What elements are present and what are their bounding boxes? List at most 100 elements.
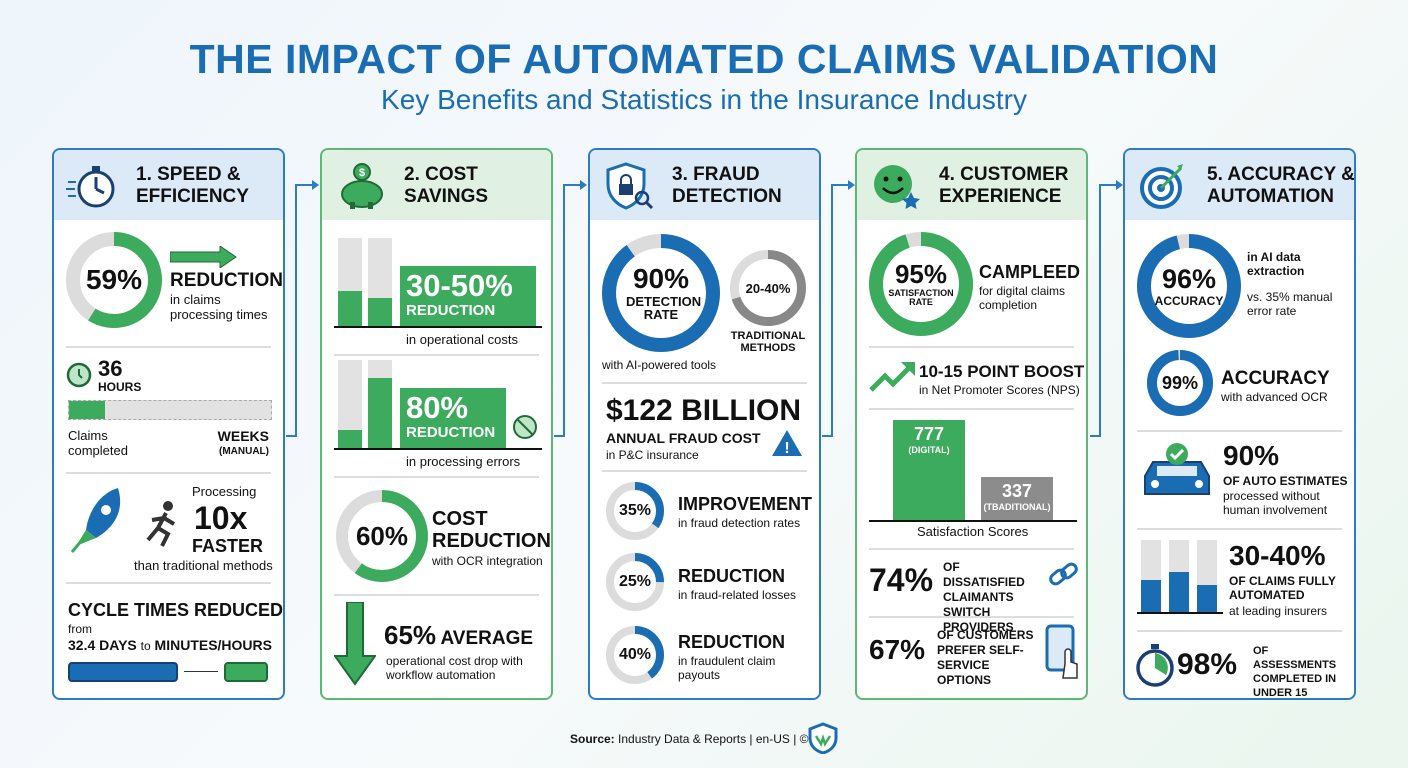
- stat-sub: with OCR integration: [432, 554, 543, 568]
- donut-value: 60%: [355, 521, 409, 551]
- shield-logo-icon: [808, 722, 838, 754]
- ring-title: in AI data extraction: [1247, 250, 1305, 278]
- stat-value: 80%: [406, 390, 469, 425]
- smiley-star-icon: [874, 165, 920, 209]
- donut-track: [606, 626, 664, 684]
- smartphone-tap-icon: [1045, 624, 1078, 679]
- footer-source: Source: Industry Data & Reports | en-US …: [570, 732, 809, 746]
- donut-arc: [606, 482, 664, 540]
- cycle-to: to: [140, 639, 151, 653]
- item-label: IMPROVEMENT: [678, 494, 813, 514]
- claims-value: 30-40%: [1229, 540, 1326, 571]
- nps-title: 10-15 POINT BOOST: [919, 362, 1085, 381]
- ring-sub: with AI-powered tools: [602, 358, 717, 372]
- cycle-days: 32.4 DAYS: [68, 637, 137, 653]
- claims-label: Claims completed: [68, 428, 128, 458]
- arrow-down-icon: [334, 602, 376, 686]
- processing-label: Processing: [192, 484, 257, 499]
- bar-traditional: 337 (TBADITIONAL): [981, 476, 1053, 520]
- donut-track: [1147, 350, 1213, 416]
- donut-track: [606, 553, 664, 611]
- donut-25: 25%: [606, 553, 664, 611]
- stat-label: OF DISSATISFIED CLAIMANTS SWITCH PROVIDE…: [943, 560, 1025, 634]
- donut-track: [1137, 234, 1241, 338]
- claims-sub: at leading insurers: [1229, 604, 1328, 618]
- stat-sub: in operational costs: [406, 332, 519, 347]
- stat-label: REDUCTION: [170, 270, 283, 291]
- running-person-icon: [146, 501, 176, 547]
- rocket-icon: [70, 488, 121, 553]
- link-icon: [1049, 562, 1078, 586]
- donut-value: 40%: [618, 646, 652, 663]
- card-title: 4. CUSTOMER EXPERIENCE: [939, 164, 1069, 207]
- faster-label: FASTER: [192, 536, 264, 556]
- donut-59: 59%: [66, 232, 162, 328]
- donut-track: [869, 232, 973, 336]
- card-title: 2. COST SAVINGS: [404, 164, 489, 207]
- bar-label: (DIGITAL): [908, 445, 950, 455]
- clock-icon: [66, 362, 92, 388]
- page-title: THE IMPACT OF AUTOMATED CLAIMS VALIDATIO…: [189, 36, 1219, 82]
- hours-value: 36: [98, 356, 123, 381]
- bar: [1141, 540, 1161, 612]
- hours-bar: [224, 662, 268, 682]
- assess-label: OF ASSESSMENTS COMPLETED IN UNDER 15 MIN…: [1253, 645, 1337, 699]
- faster-value: 10x: [194, 500, 248, 536]
- ring-title: CAMPLEED: [979, 262, 1081, 282]
- card-accuracy-automation: 5. ACCURACY & AUTOMATION 96% ACCURACY in …: [1123, 148, 1356, 700]
- bars-caption: Satisfaction Scores: [917, 524, 1029, 539]
- card-fraud-detection: 3. FRAUD DETECTION 90% DETECTION RATE 20-…: [588, 148, 821, 700]
- cycle-target: MINUTES/HOURS: [154, 637, 272, 653]
- source-label: Source:: [570, 732, 615, 746]
- nps-sub: in Net Promoter Scores (NPS): [919, 383, 1080, 397]
- faster-sub: than traditional methods: [134, 558, 273, 573]
- donut-label: ACCURACY: [1154, 293, 1224, 308]
- card-header: $ 2. COST SAVINGS: [322, 150, 551, 220]
- stat-box: 30-50% REDUCTION: [400, 266, 536, 326]
- item-label: REDUCTION: [678, 566, 785, 586]
- card-header: 3. FRAUD DETECTION: [590, 150, 819, 220]
- donut-arc: [730, 250, 806, 326]
- item-sub: in fraud-related losses: [678, 588, 797, 602]
- hours-label: HOURS: [98, 380, 142, 394]
- donut-99: 99%: [1147, 350, 1213, 416]
- traditional-label: TRADITIONAL METHODS: [730, 330, 806, 354]
- arrow-right-icon: [170, 246, 237, 268]
- connector-4-5: [1090, 184, 1116, 437]
- ring-sub: for digital claims completion: [979, 284, 1066, 312]
- card-header: 4. CUSTOMER EXPERIENCE: [857, 150, 1086, 220]
- card-header: 5. ACCURACY & AUTOMATION: [1125, 150, 1354, 220]
- card-title: 3. FRAUD DETECTION: [672, 164, 782, 207]
- stat-value: 30-50%: [406, 268, 513, 303]
- donut-arc: [869, 232, 973, 336]
- donut-arc: [1137, 234, 1241, 338]
- donut-60: 60%: [336, 490, 428, 582]
- bar: [368, 238, 392, 326]
- assess-value: 98%: [1177, 648, 1238, 681]
- donut-value: 59%: [85, 264, 143, 295]
- card-title: 5. ACCURACY & AUTOMATION: [1207, 164, 1355, 207]
- donut-40: 40%: [606, 626, 664, 684]
- stopwatch-icon: [66, 166, 115, 208]
- donut-35: 35%: [606, 482, 664, 540]
- bar: [1197, 540, 1217, 612]
- auto-value: 90%: [1223, 440, 1280, 471]
- svg-text:$: $: [359, 167, 365, 179]
- bar: [338, 360, 362, 448]
- manual-label: (MANUAL): [219, 446, 269, 457]
- weeks-label: WEEKS: [217, 428, 269, 444]
- auto-label: OF AUTO ESTIMATES: [1223, 474, 1348, 488]
- svg-text:!: !: [784, 440, 789, 457]
- donut-value: 25%: [618, 573, 652, 590]
- bar: [338, 238, 362, 326]
- ring2-sub: with advanced OCR: [1221, 390, 1328, 404]
- timeline-bar: [68, 400, 272, 420]
- auto-sub: processed without human involvement: [1223, 489, 1328, 517]
- donut-arc: [336, 490, 428, 582]
- stat-label: AVERAGE: [440, 628, 534, 649]
- donut-track: [602, 234, 720, 352]
- bar: [1169, 540, 1189, 612]
- item-sub: in fraud detection rates: [678, 516, 801, 530]
- bar-value: 337: [1001, 480, 1033, 501]
- fraud-cost-sub: in P&C insurance: [606, 448, 699, 462]
